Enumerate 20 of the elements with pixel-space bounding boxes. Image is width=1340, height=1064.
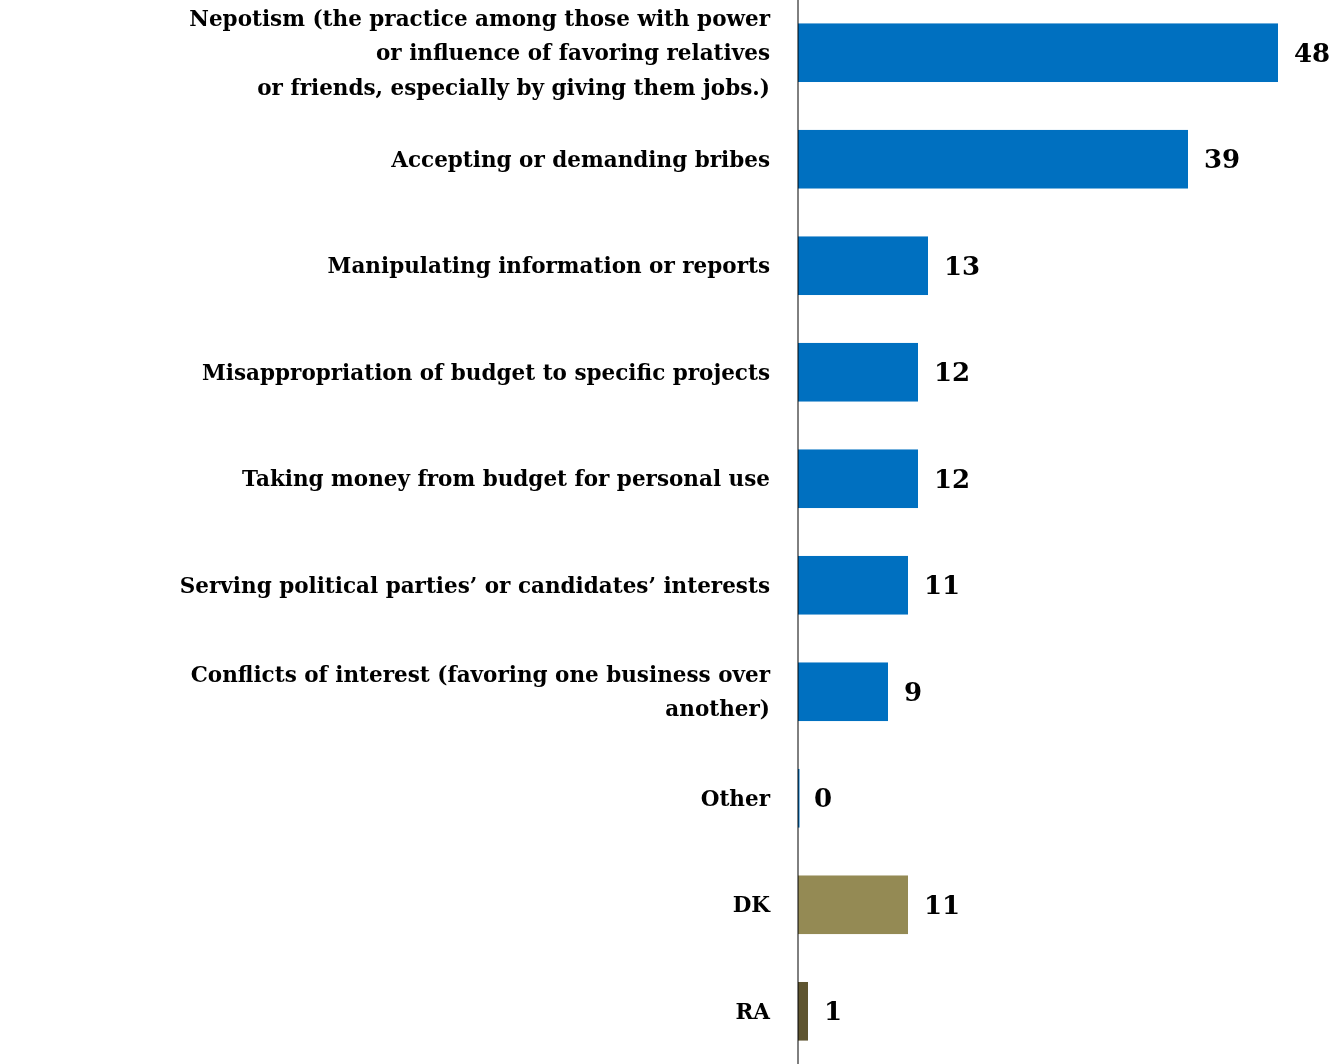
- y-tick-label: Manipulating information or reports: [327, 253, 770, 279]
- data-label: 13: [944, 250, 981, 281]
- data-label: 0: [814, 783, 833, 814]
- y-tick-label: Accepting or demanding bribes: [390, 146, 770, 172]
- y-tick-label: Other: [700, 785, 771, 811]
- data-label: 11: [924, 889, 961, 920]
- data-label: 11: [924, 570, 961, 601]
- y-tick-label: Conflicts of interest (favoring one business over another): [190, 662, 771, 722]
- y-tick-label: RA: [735, 998, 771, 1024]
- data-label: 39: [1204, 144, 1241, 175]
- y-tick-label: DK: [732, 892, 772, 918]
- data-label: 48: [1294, 37, 1331, 68]
- y-tick-label: Taking money from budget for personal use: [242, 466, 770, 492]
- y-tick-label: Serving political parties’ or candidates’ interests: [179, 572, 770, 598]
- data-label: 12: [934, 357, 971, 388]
- data-label: 12: [934, 463, 971, 494]
- data-label: 1: [824, 996, 843, 1027]
- y-tick-label: Misappropriation of budget to specific projects: [202, 359, 770, 385]
- data-label: 9: [904, 676, 923, 707]
- y-tick-label: Nepotism (the practice among those with power or influence of favoring relatives or friends, especially by giving them jobs.): [189, 5, 771, 100]
